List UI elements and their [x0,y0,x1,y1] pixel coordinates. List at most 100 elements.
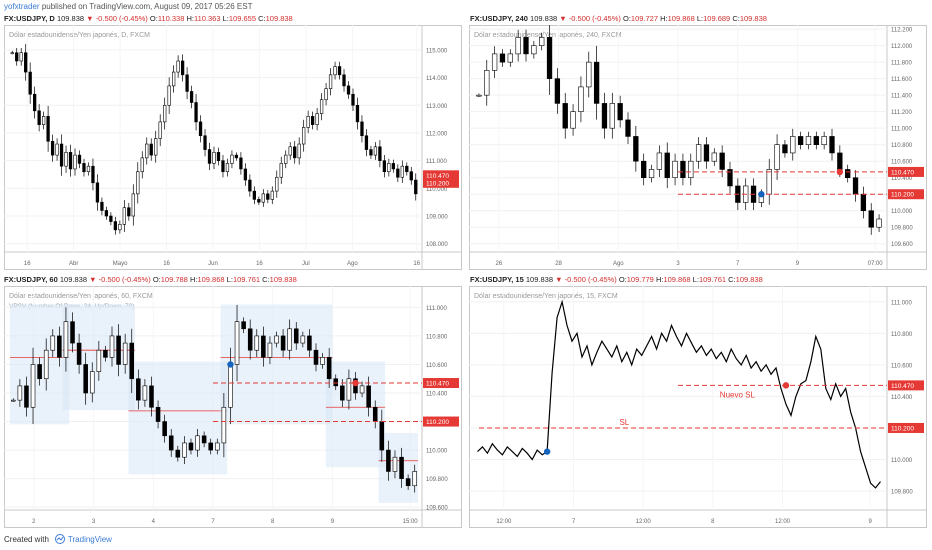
candle-body [391,163,395,170]
price-tag-label: 110.470 [891,169,914,176]
candle-body [868,210,874,228]
x-tick-label: 16 [24,261,31,267]
candle-body [59,143,64,167]
tradingview-brand[interactable]: TradingView [54,534,112,544]
candle-body [382,160,387,173]
y-tick-label: 111.000 [891,300,912,306]
candle-body [328,74,333,89]
candle-body [373,146,378,156]
price-tag-label: 110.200 [891,192,914,199]
chart-panel-h4[interactable]: Dólar estadounidense/Yen japonés, 240, F… [469,25,927,270]
candle-body [158,121,162,139]
candle-body [270,190,274,200]
candle-body [149,143,153,156]
candle-body [96,349,102,372]
candle-body [386,449,391,472]
candle-body [142,385,148,401]
candle-body [405,165,409,173]
low-value: 109.761 [698,275,727,284]
y-tick-label: 109.800 [426,477,448,483]
candle-body [297,143,301,159]
x-tick-label: 28 [555,261,562,267]
x-tick-label: 16 [163,261,170,267]
candle-body [76,342,82,365]
candle-body [155,406,161,422]
price-tag-label: 110.470 [426,381,449,388]
price-tag [423,170,459,181]
x-tick-label: 8 [271,519,275,525]
candle-body [531,45,537,55]
candle-body [288,146,292,156]
candle-body [116,335,121,365]
candle-body [24,52,28,73]
candle-body [306,116,310,128]
close-value: 109.838 [739,14,767,23]
chart-subtitle: Dólar estadounidense/Yen japonés, D, FXC… [9,32,150,39]
price-tag-label: 110.200 [426,180,449,187]
y-tick-label: 108.000 [426,242,448,248]
candle-body [293,146,297,159]
candle-body [203,135,207,150]
low-value: 109.761 [232,275,261,284]
candle-body [379,421,385,451]
last-price: 109.838 [525,275,553,284]
x-tick-label: Jun [208,261,218,267]
candle-body [719,152,725,170]
candle-body [221,406,227,444]
close-value: 109.838 [735,275,763,284]
candle-body [198,121,203,137]
candle-body [727,169,733,187]
candle-body [326,357,332,380]
candle-body [672,160,678,179]
candle-body [499,53,506,63]
chart-panel-daily[interactable]: Dólar estadounidense/Yen japonés, D, FXC… [4,25,462,270]
candle-body [63,321,69,358]
y-tick-label: 112.200 [891,28,913,34]
candle-body [625,119,631,137]
candle-body [212,152,216,164]
candle-body [230,154,234,164]
candle-body [280,335,286,351]
candle-body [252,190,256,200]
chart-subtitle: Dólar estadounidense/Yen japonés, 15, FX… [474,293,618,300]
x-tick-label: 26 [496,261,503,267]
x-tick-label: 2 [32,519,36,525]
candle-body [601,103,608,129]
candle-body [162,421,167,437]
chart-panel-m15[interactable]: Dólar estadounidense/Yen japonés, 15, FX… [469,286,927,528]
high-value: 109.868 [667,14,695,23]
x-tick-label: 15:00 [403,519,419,525]
candle-body [267,342,273,358]
candle-body [172,71,176,87]
candle-body [351,93,355,106]
candle-body [852,177,859,195]
y-tick-label: 109.000 [426,215,448,221]
symbol-label: FX:USDJPY, D [4,14,55,23]
candle-body [578,86,584,112]
low-value: 109.655 [228,14,257,23]
entry-marker [543,448,551,455]
candle-body [313,349,319,365]
y-tick-label: 112.000 [426,131,448,137]
high-value: 109.868 [197,275,225,284]
candle-body [570,111,576,129]
x-tick-label: 9 [868,519,872,525]
candle-body [225,163,230,173]
last-price: 109.838 [530,14,558,23]
chart-header-h1: FX:USDJPY, 60 109.838 ▼ -0.500 (-0.45%) … [4,275,297,284]
candle-body [364,135,369,150]
candle-body [275,176,279,192]
close-value: 109.838 [265,14,293,23]
y-tick-label: 114.000 [426,76,448,82]
publisher-user[interactable]: yofxtrader [4,2,40,11]
candle-body [189,91,194,103]
candle-body [409,171,413,181]
candle-body [287,328,292,351]
candle-body [319,99,324,114]
chart-panel-h1[interactable]: Dólar estadounidense/Yen japonés, 60, FX… [4,286,462,528]
price-tag-label: 110.470 [426,173,449,180]
y-tick-label: 109.600 [426,506,448,512]
x-tick-label: Ago [613,261,624,267]
y-tick-label: 109.600 [891,242,913,248]
x-tick-label: 12:00 [496,519,512,525]
